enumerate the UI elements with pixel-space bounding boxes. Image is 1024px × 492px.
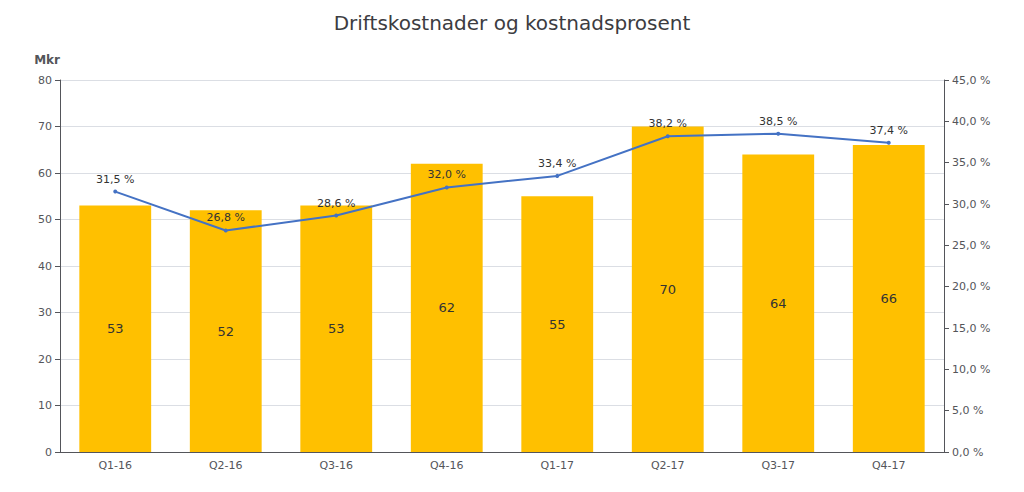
svg-text:26,8 %: 26,8 % xyxy=(207,211,245,224)
svg-text:Q2-17: Q2-17 xyxy=(651,459,685,472)
svg-text:52: 52 xyxy=(217,324,234,339)
svg-text:5,0 %: 5,0 % xyxy=(952,404,983,417)
svg-text:Q4-16: Q4-16 xyxy=(430,459,464,472)
svg-text:70: 70 xyxy=(38,120,52,133)
svg-text:45,0 %: 45,0 % xyxy=(952,74,990,87)
svg-text:Q4-17: Q4-17 xyxy=(872,459,906,472)
svg-text:Q3-16: Q3-16 xyxy=(319,459,353,472)
svg-text:38,5 %: 38,5 % xyxy=(759,115,797,128)
svg-text:33,4 %: 33,4 % xyxy=(538,157,576,170)
svg-text:Driftskostnader og kostnadspro: Driftskostnader og kostnadsprosent xyxy=(334,11,691,35)
svg-text:62: 62 xyxy=(438,300,455,315)
svg-text:Q2-16: Q2-16 xyxy=(209,459,243,472)
svg-text:64: 64 xyxy=(770,296,787,311)
svg-text:10: 10 xyxy=(38,399,52,412)
svg-text:10,0 %: 10,0 % xyxy=(952,363,990,376)
svg-text:0: 0 xyxy=(45,446,52,459)
svg-text:40,0 %: 40,0 % xyxy=(952,115,990,128)
svg-text:35,0 %: 35,0 % xyxy=(952,156,990,169)
svg-text:66: 66 xyxy=(880,291,897,306)
svg-text:0,0 %: 0,0 % xyxy=(952,446,983,459)
svg-text:37,4 %: 37,4 % xyxy=(870,124,908,137)
svg-text:53: 53 xyxy=(328,321,345,336)
svg-text:20,0 %: 20,0 % xyxy=(952,280,990,293)
svg-text:30: 30 xyxy=(38,306,52,319)
svg-text:70: 70 xyxy=(659,282,676,297)
svg-text:40: 40 xyxy=(38,260,52,273)
svg-text:25,0 %: 25,0 % xyxy=(952,239,990,252)
svg-text:Q1-16: Q1-16 xyxy=(98,459,132,472)
svg-text:55: 55 xyxy=(549,317,566,332)
svg-text:20: 20 xyxy=(38,353,52,366)
svg-text:30,0 %: 30,0 % xyxy=(952,198,990,211)
svg-text:Mkr: Mkr xyxy=(34,53,60,67)
svg-text:28,6 %: 28,6 % xyxy=(317,197,355,210)
svg-text:60: 60 xyxy=(38,167,52,180)
svg-text:31,5 %: 31,5 % xyxy=(96,173,134,186)
svg-text:Q1-17: Q1-17 xyxy=(540,459,574,472)
svg-text:32,0 %: 32,0 % xyxy=(428,168,466,181)
svg-text:38,2 %: 38,2 % xyxy=(649,117,687,130)
svg-text:53: 53 xyxy=(107,321,124,336)
svg-text:80: 80 xyxy=(38,74,52,87)
svg-text:50: 50 xyxy=(38,213,52,226)
svg-text:Q3-17: Q3-17 xyxy=(761,459,795,472)
svg-text:15,0 %: 15,0 % xyxy=(952,322,990,335)
